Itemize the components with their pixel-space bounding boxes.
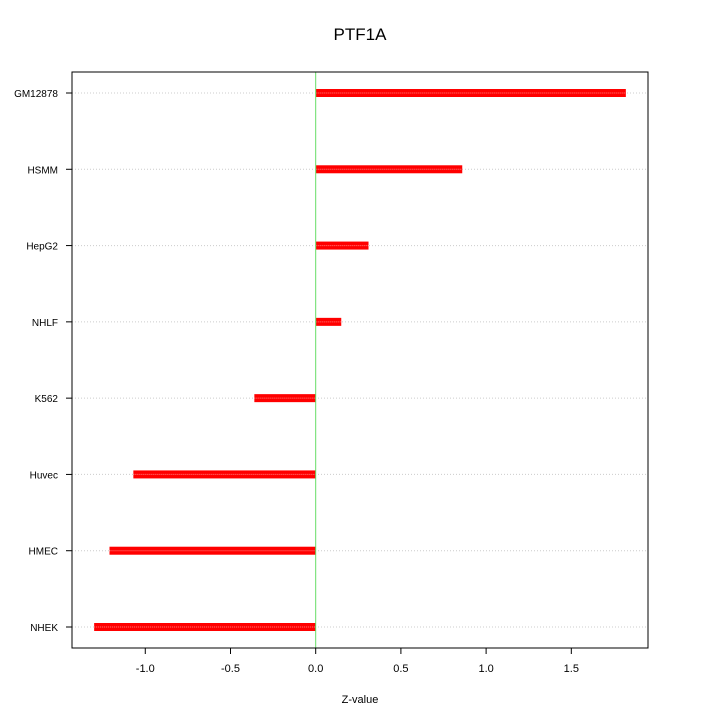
y-tick-label: HSMM: [27, 165, 58, 176]
x-tick-label: 0.0: [308, 663, 323, 675]
y-tick-label: K562: [35, 394, 59, 405]
bar: [315, 165, 463, 174]
y-tick-label: GM12878: [14, 89, 58, 100]
x-tick-label: -0.5: [221, 663, 240, 675]
x-tick-label: 0.5: [393, 663, 408, 675]
y-tick-label: Huvec: [30, 470, 58, 481]
x-tick-label: 1.0: [478, 663, 493, 675]
y-tick-label: NHEK: [30, 623, 58, 634]
bar: [109, 546, 316, 555]
x-axis-label: Z-value: [342, 694, 379, 706]
y-tick-label: HepG2: [26, 242, 58, 253]
bar: [315, 89, 626, 97]
plot-area: GM12878 HSMM HepG2 NHLF K562 Huvec HMEC NHEK -1.…: [14, 71, 649, 675]
x-tick-label: 1.5: [564, 663, 579, 675]
y-tick-label: HMEC: [29, 547, 58, 558]
y-tick-label: NHLF: [32, 318, 58, 329]
bar: [133, 470, 316, 479]
plot-frame: [71, 71, 649, 649]
x-tick-label: -1.0: [136, 663, 155, 675]
chart-title: PTF1A: [334, 25, 388, 44]
